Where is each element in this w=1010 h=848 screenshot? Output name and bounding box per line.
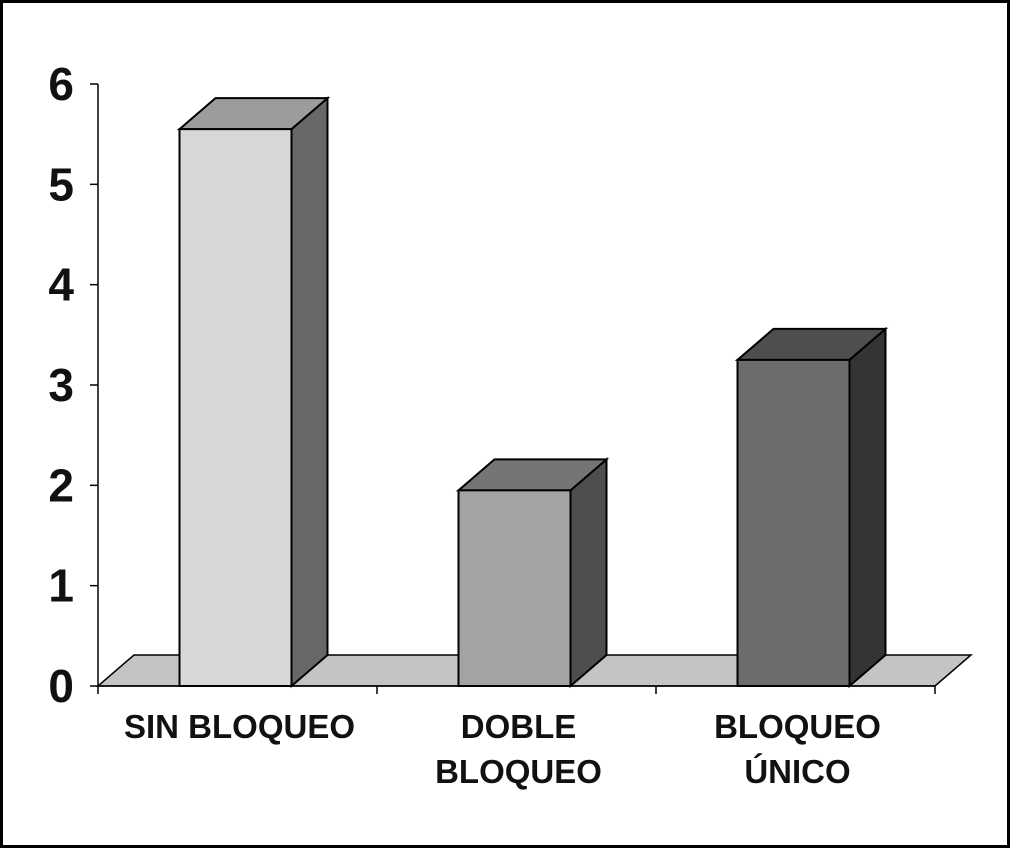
y-tick-label: 4 bbox=[48, 259, 74, 311]
bar-side bbox=[290, 95, 329, 689]
bar-front bbox=[178, 128, 293, 687]
bar-side bbox=[569, 457, 608, 689]
y-tick-label: 1 bbox=[48, 560, 74, 612]
x-tick-label: DOBLE BLOQUEO bbox=[435, 708, 602, 790]
y-tick-label: 6 bbox=[48, 58, 74, 110]
bar-front bbox=[736, 358, 851, 687]
bar bbox=[176, 95, 331, 689]
bar-front bbox=[457, 489, 572, 687]
x-tick-label: SIN BLOQUEO bbox=[124, 708, 355, 745]
x-tick-label: BLOQUEO ÚNICO bbox=[714, 708, 881, 790]
bar bbox=[455, 457, 610, 689]
bar-side bbox=[848, 326, 887, 689]
y-tick-label: 2 bbox=[48, 459, 74, 511]
y-tick-label: 3 bbox=[48, 359, 74, 411]
bar bbox=[734, 326, 889, 689]
y-tick-label: 5 bbox=[48, 158, 74, 210]
y-tick-label: 0 bbox=[48, 660, 74, 712]
